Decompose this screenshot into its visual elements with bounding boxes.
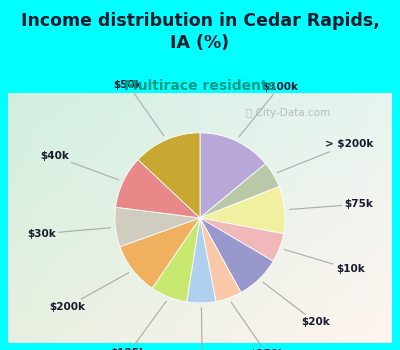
Wedge shape: [200, 133, 266, 218]
Text: $200k: $200k: [49, 273, 129, 312]
Text: $40k: $40k: [40, 151, 118, 180]
Wedge shape: [200, 187, 285, 234]
Wedge shape: [115, 207, 200, 247]
Wedge shape: [200, 164, 279, 218]
Wedge shape: [152, 218, 200, 302]
Wedge shape: [116, 160, 200, 218]
Text: ⓘ City-Data.com: ⓘ City-Data.com: [246, 108, 330, 118]
Wedge shape: [187, 218, 216, 303]
Text: Income distribution in Cedar Rapids,
IA (%): Income distribution in Cedar Rapids, IA …: [21, 12, 379, 52]
Wedge shape: [200, 218, 241, 301]
Text: $75k: $75k: [290, 199, 373, 209]
Wedge shape: [120, 218, 200, 288]
Wedge shape: [200, 218, 284, 261]
Text: $20k: $20k: [263, 282, 330, 327]
Text: $150k: $150k: [231, 302, 285, 350]
Wedge shape: [200, 218, 273, 293]
Text: $30k: $30k: [27, 228, 111, 239]
Text: > $200k: > $200k: [278, 139, 373, 173]
Text: $50k: $50k: [114, 80, 164, 136]
Text: $60k: $60k: [188, 308, 217, 350]
Text: Multirace residents: Multirace residents: [124, 79, 276, 93]
Wedge shape: [138, 133, 200, 218]
Text: $100k: $100k: [239, 82, 298, 137]
Text: $125k: $125k: [110, 301, 166, 350]
Text: $10k: $10k: [284, 250, 364, 274]
